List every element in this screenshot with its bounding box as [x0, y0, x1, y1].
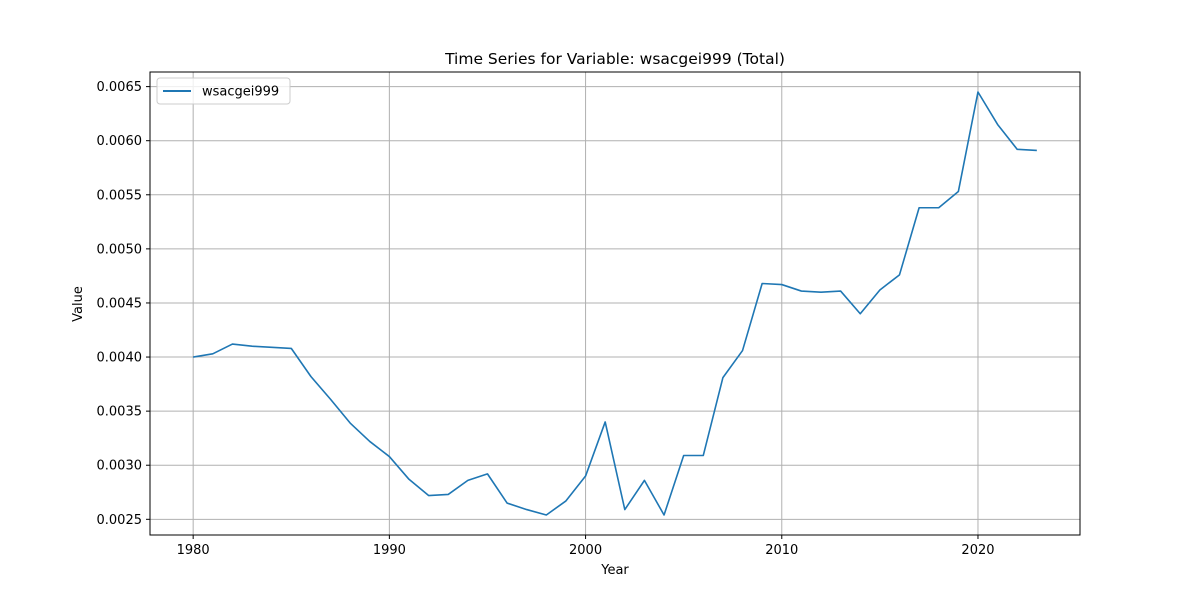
- y-axis-ticks: 0.0025 0.0030 0.0035 0.0040 0.0045 0.0050 0.00…: [97, 80, 150, 528]
- grid-lines: [150, 72, 1080, 535]
- y-tick-label: 0.0025: [97, 513, 143, 528]
- y-axis-label: Value: [71, 286, 86, 322]
- plot-frame: [149, 71, 1081, 536]
- plot-area: [193, 91, 1037, 516]
- legend: wsacgei999: [156, 77, 291, 105]
- x-axis-ticks: 1980 1990 2000 2010 2020: [177, 535, 995, 558]
- x-tick-label: 1980: [177, 543, 210, 558]
- y-tick-label: 0.0050: [97, 242, 143, 257]
- chart-title: Time Series for Variable: wsacgei999 (To…: [444, 50, 785, 68]
- legend-box: [156, 77, 291, 105]
- y-tick-label: 0.0045: [97, 296, 143, 311]
- x-tick-label: 2010: [765, 543, 798, 558]
- y-tick-label: 0.0055: [97, 188, 143, 203]
- x-tick-label: 2000: [569, 543, 602, 558]
- legend-label: wsacgei999: [202, 85, 279, 100]
- y-tick-label: 0.0060: [97, 134, 143, 149]
- y-tick-label: 0.0030: [97, 459, 143, 474]
- x-tick-label: 2020: [961, 543, 994, 558]
- y-tick-label: 0.0065: [97, 80, 143, 95]
- series-line: [193, 91, 1037, 516]
- y-tick-label: 0.0035: [97, 405, 143, 420]
- x-tick-label: 1990: [373, 543, 406, 558]
- x-axis-label: Year: [600, 563, 629, 578]
- y-tick-label: 0.0040: [97, 351, 143, 366]
